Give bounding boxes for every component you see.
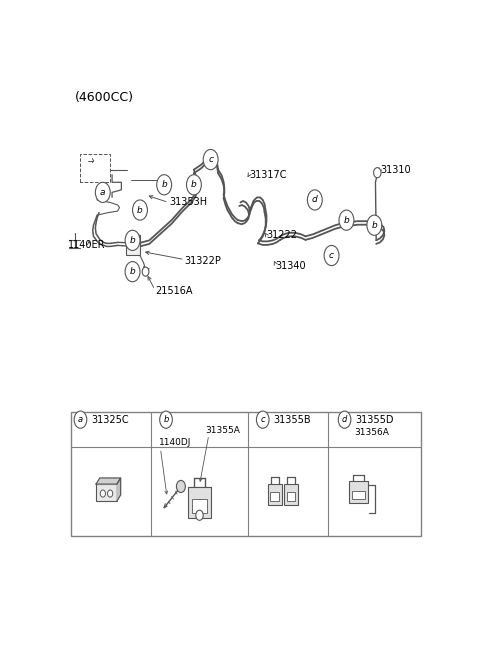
Bar [270,492,279,501]
Circle shape [132,200,147,220]
Text: (4600CC): (4600CC) [75,91,134,104]
Circle shape [125,262,140,282]
Text: b: b [130,267,135,276]
Bar [267,484,282,505]
Text: 1140DJ: 1140DJ [158,438,191,447]
Text: b: b [163,415,168,424]
Text: 31317C: 31317C [250,170,287,180]
Circle shape [157,174,172,195]
Polygon shape [117,478,120,501]
Circle shape [177,480,185,493]
Circle shape [96,182,110,203]
Circle shape [100,490,106,497]
Text: b: b [137,205,143,215]
Polygon shape [96,478,120,484]
Bar [96,484,117,501]
Circle shape [108,490,113,497]
Circle shape [196,510,203,520]
Circle shape [256,411,269,428]
Text: 31356A: 31356A [354,428,389,438]
Text: 31355A: 31355A [205,426,240,435]
Circle shape [307,190,322,210]
Circle shape [338,411,351,428]
Circle shape [160,411,172,428]
Text: 31222: 31222 [266,230,298,240]
Circle shape [373,168,381,178]
Text: b: b [191,180,197,190]
Bar [352,491,365,499]
Circle shape [367,215,382,236]
Circle shape [142,267,149,276]
Circle shape [339,210,354,230]
Bar [71,412,421,536]
Text: 21516A: 21516A [155,286,192,296]
Text: b: b [372,220,377,230]
Text: c: c [261,415,265,424]
Bar [287,492,296,501]
Bar [192,499,207,513]
Text: b: b [344,216,349,224]
Text: d: d [312,195,318,205]
Circle shape [324,245,339,266]
Circle shape [186,174,202,195]
Text: a: a [100,188,106,197]
Text: 31355D: 31355D [355,415,394,424]
Text: 31353H: 31353H [170,197,208,207]
Text: b: b [161,180,167,190]
Text: 31355B: 31355B [273,415,311,424]
Text: 31340: 31340 [276,260,306,271]
Text: a: a [78,415,83,424]
Bar [188,487,211,518]
Text: d: d [342,415,347,424]
Text: 31322P: 31322P [185,256,221,266]
Circle shape [203,150,218,170]
Text: 31310: 31310 [380,165,410,174]
Text: b: b [130,236,135,245]
Circle shape [125,230,140,251]
Bar [349,482,368,502]
Text: c: c [208,155,213,164]
Circle shape [74,411,87,428]
Bar [126,236,140,255]
Bar [284,484,298,505]
Text: c: c [329,251,334,260]
Text: 31325C: 31325C [91,415,129,424]
Text: 1140ER: 1140ER [68,240,106,251]
